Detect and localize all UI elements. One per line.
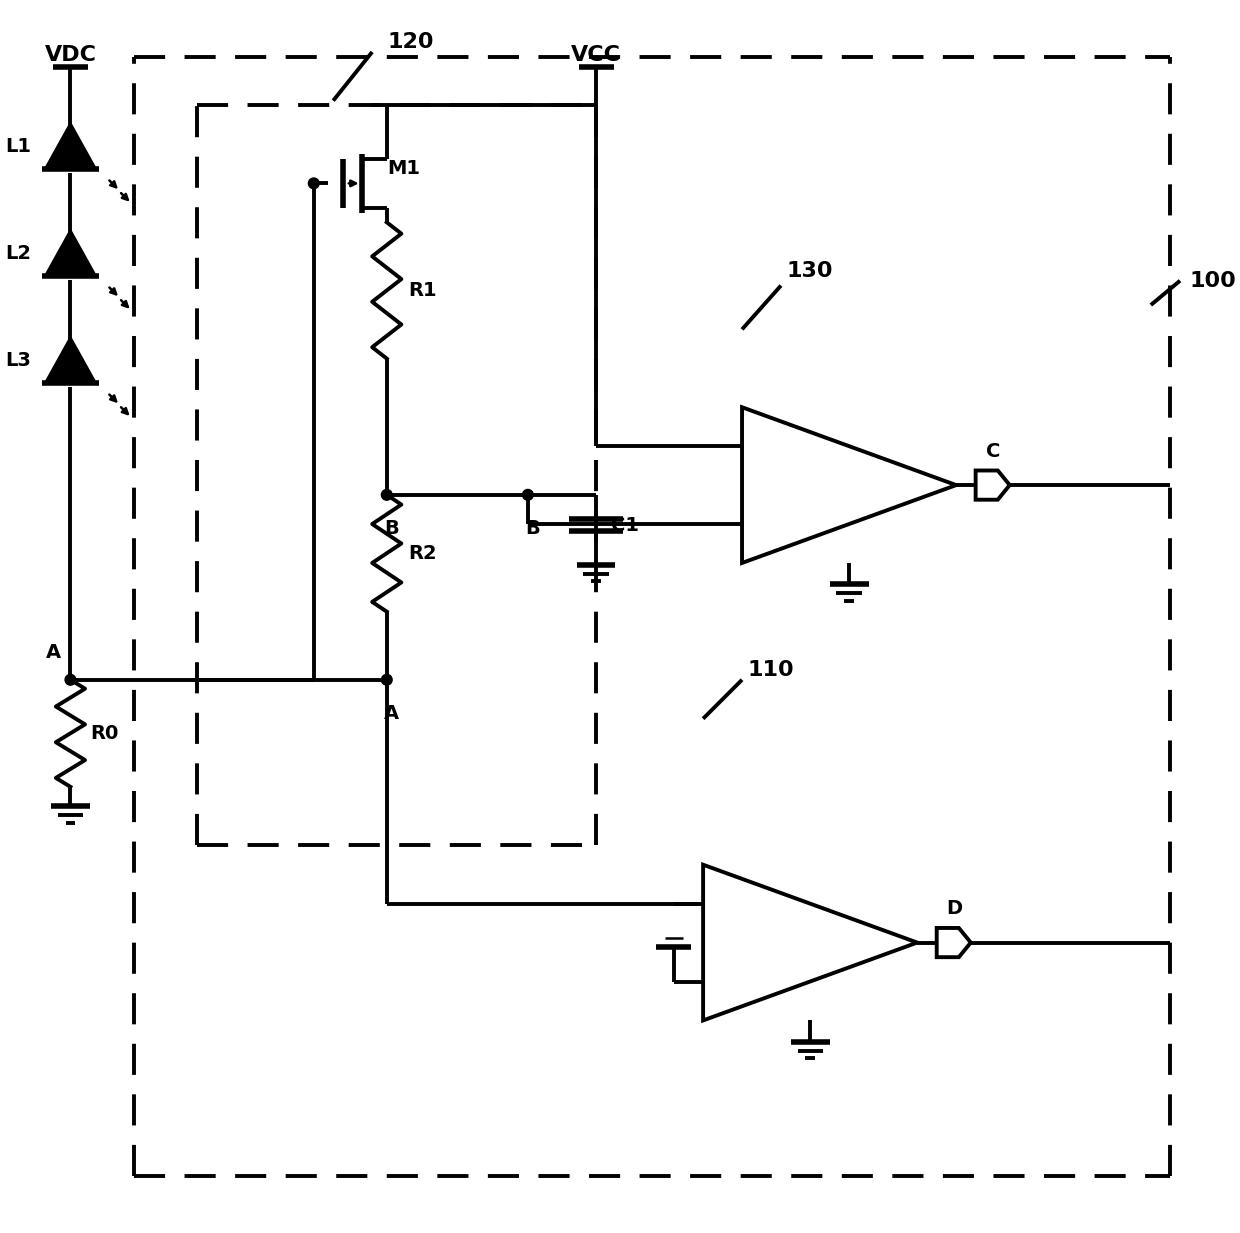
Text: L3: L3 xyxy=(6,351,31,370)
Text: R0: R0 xyxy=(89,724,118,742)
Text: 110: 110 xyxy=(748,660,795,681)
Text: VCC: VCC xyxy=(572,44,621,65)
Text: L2: L2 xyxy=(5,244,31,264)
Polygon shape xyxy=(46,232,94,276)
Polygon shape xyxy=(46,125,94,169)
Text: A: A xyxy=(46,644,61,662)
Text: D: D xyxy=(946,899,962,919)
Text: R1: R1 xyxy=(408,281,436,300)
Text: B: B xyxy=(526,519,541,538)
Text: L1: L1 xyxy=(5,137,31,157)
Text: 100: 100 xyxy=(1189,271,1236,291)
Text: M1: M1 xyxy=(387,159,420,179)
Text: R2: R2 xyxy=(408,544,436,562)
Text: C1: C1 xyxy=(610,515,639,535)
Circle shape xyxy=(309,178,319,189)
Circle shape xyxy=(382,674,392,686)
Polygon shape xyxy=(46,339,94,383)
Text: B: B xyxy=(384,519,399,538)
Text: C: C xyxy=(986,441,1001,461)
Circle shape xyxy=(522,490,533,501)
Text: 120: 120 xyxy=(388,32,434,52)
Circle shape xyxy=(64,674,76,686)
Text: 130: 130 xyxy=(787,261,833,281)
Text: VDC: VDC xyxy=(45,44,97,65)
Text: A: A xyxy=(384,704,399,723)
Circle shape xyxy=(382,490,392,501)
